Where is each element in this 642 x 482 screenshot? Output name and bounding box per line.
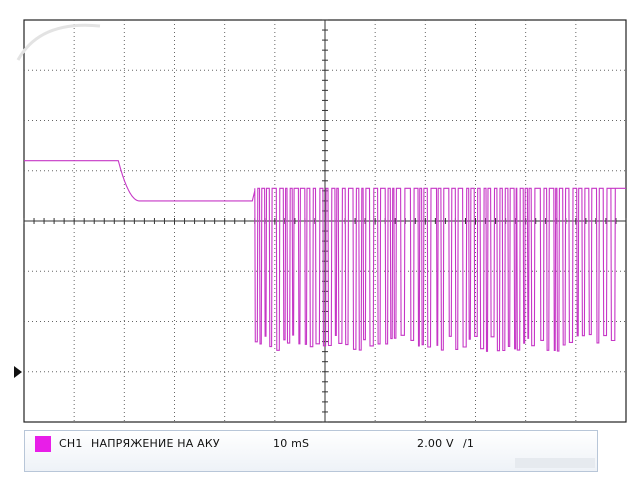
bar-shade xyxy=(515,458,595,468)
trace-ch1 xyxy=(24,160,626,352)
channel-name: НАПРЯЖЕНИЕ НА АКУ xyxy=(91,437,220,450)
watermark-logo xyxy=(16,23,101,61)
channel-color-swatch xyxy=(35,436,51,452)
channel-info-bar: CH1 НАПРЯЖЕНИЕ НА АКУ 10 mS 2.00 V /1 xyxy=(24,430,598,472)
trace-line xyxy=(24,160,626,352)
volts-per-div: 2.00 V xyxy=(417,437,454,450)
channel-ground-marker xyxy=(14,366,22,378)
oscilloscope-screen xyxy=(16,19,627,423)
timebase-value: 10 mS xyxy=(273,437,310,450)
probe-ratio: /1 xyxy=(463,437,475,450)
grid xyxy=(16,19,627,423)
channel-label: CH1 xyxy=(59,437,83,450)
